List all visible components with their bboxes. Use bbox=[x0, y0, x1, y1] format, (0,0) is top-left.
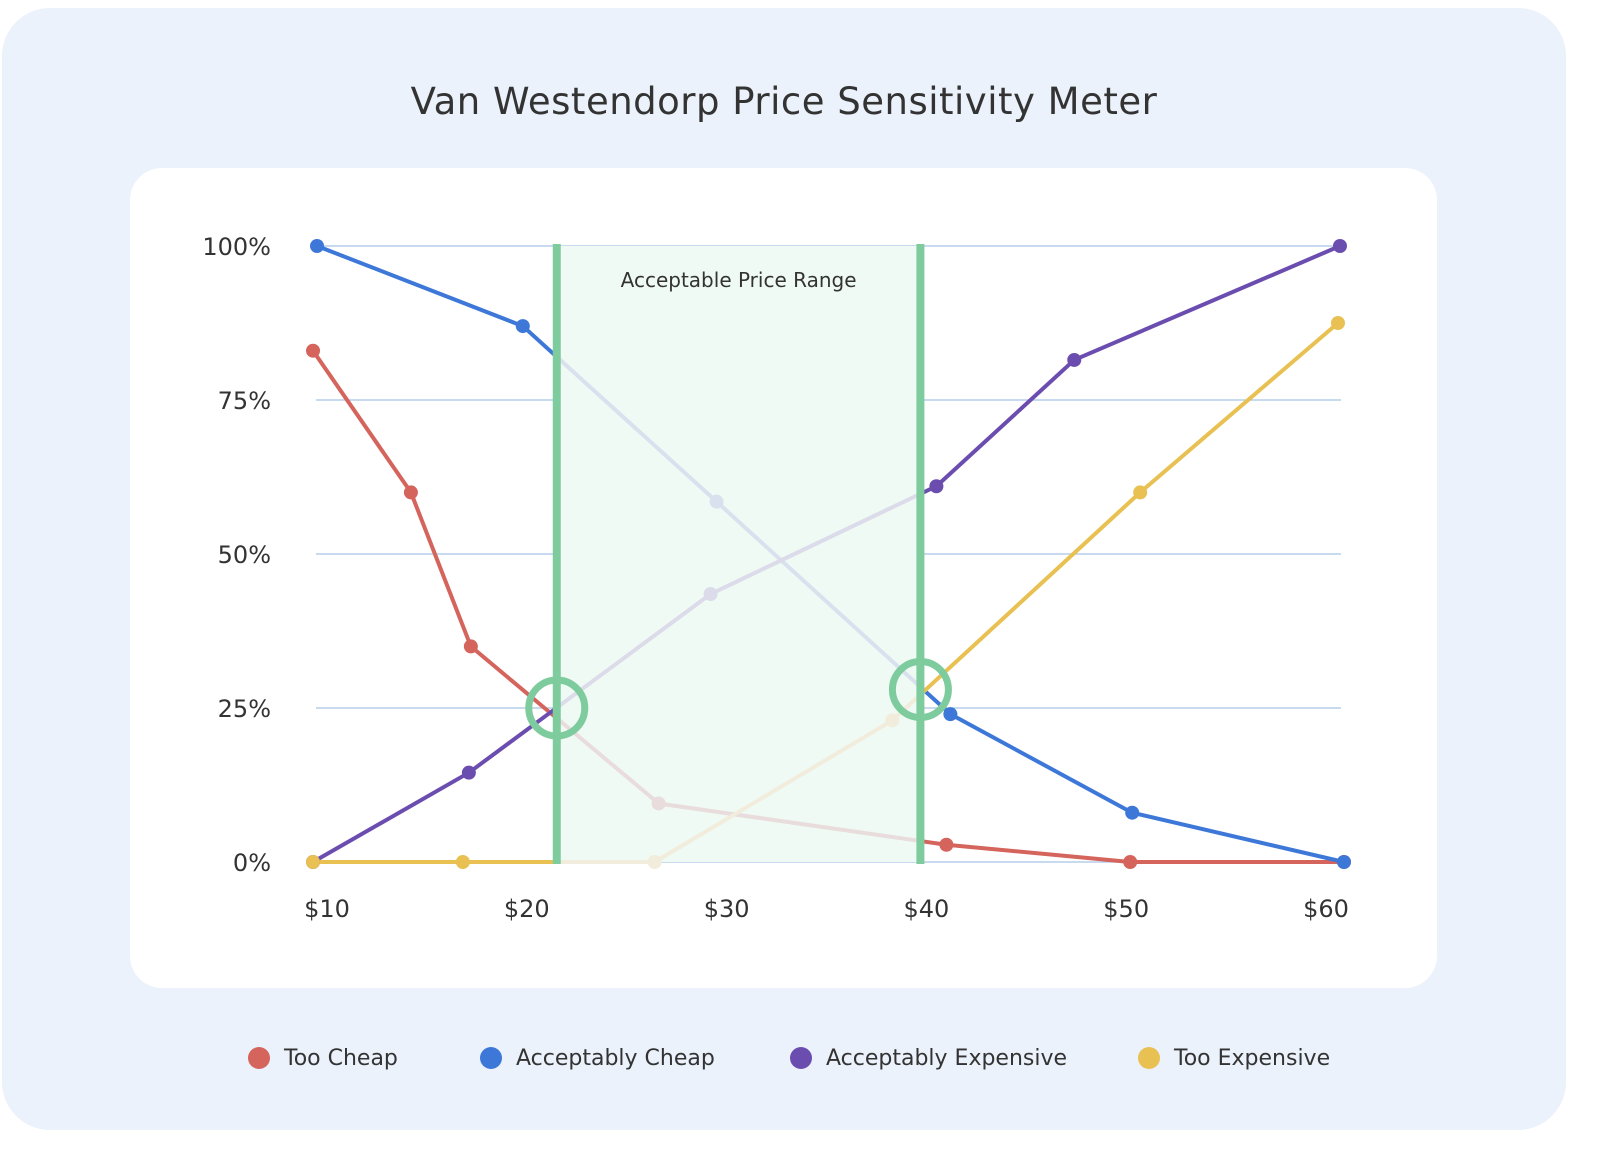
data-point bbox=[306, 855, 321, 869]
y-tick-label: 25% bbox=[218, 695, 271, 723]
x-tick-label: $20 bbox=[504, 895, 550, 923]
legend-label: Too Expensive bbox=[1174, 1045, 1331, 1071]
legend-item: Acceptably Cheap bbox=[480, 1040, 715, 1076]
legend-swatch bbox=[248, 1047, 270, 1069]
y-tick-label: 100% bbox=[202, 233, 271, 261]
data-point bbox=[463, 639, 478, 654]
data-point bbox=[461, 765, 476, 780]
legend: Too Cheap Acceptably Cheap Acceptably Expe… bbox=[0, 1040, 1568, 1080]
legend-swatch bbox=[1138, 1047, 1160, 1069]
data-point bbox=[310, 239, 325, 253]
intersection-ring bbox=[525, 676, 589, 740]
data-point bbox=[929, 479, 944, 494]
series-line bbox=[920, 684, 1345, 864]
data-point bbox=[1123, 855, 1138, 869]
x-tick-label: $30 bbox=[704, 895, 750, 923]
series-line bbox=[313, 860, 557, 864]
intersection-ring bbox=[888, 658, 952, 722]
legend-item: Too Expensive bbox=[1138, 1040, 1330, 1076]
x-tick-label: $50 bbox=[1103, 895, 1149, 923]
legend-label: Acceptably Expensive bbox=[826, 1045, 1068, 1071]
data-point bbox=[1336, 855, 1351, 869]
series-line bbox=[316, 244, 557, 360]
data-point bbox=[515, 319, 530, 334]
acceptable-range-label: Acceptable Price Range bbox=[621, 268, 857, 292]
x-tick-label: $10 bbox=[304, 895, 350, 923]
chart-title: Van Westendorp Price Sensitivity Meter bbox=[410, 80, 1158, 123]
data-point bbox=[1067, 352, 1082, 367]
series-line bbox=[920, 321, 1340, 698]
acceptable-range-band bbox=[556, 246, 921, 862]
range-boundary-line bbox=[916, 244, 925, 864]
data-point bbox=[885, 713, 900, 728]
series-line bbox=[312, 705, 557, 864]
legend-swatch bbox=[480, 1047, 502, 1069]
data-point bbox=[651, 796, 666, 811]
series-line-faded bbox=[556, 691, 921, 864]
data-point bbox=[939, 837, 954, 852]
series-line bbox=[920, 244, 1341, 497]
legend-label: Too Cheap bbox=[284, 1045, 398, 1071]
legend-item: Too Cheap bbox=[248, 1040, 398, 1076]
y-tick-label: 75% bbox=[218, 387, 271, 415]
y-tick-label: 0% bbox=[233, 849, 271, 877]
y-tick-label: 50% bbox=[218, 541, 271, 569]
legend-label: Acceptably Cheap bbox=[516, 1045, 715, 1071]
data-point bbox=[1133, 485, 1148, 500]
data-point bbox=[943, 707, 958, 722]
legend-item: Acceptably Expensive bbox=[790, 1040, 1067, 1076]
data-point bbox=[306, 343, 321, 358]
data-point bbox=[455, 855, 470, 869]
data-point bbox=[1330, 316, 1345, 330]
legend-swatch bbox=[790, 1047, 812, 1069]
data-point bbox=[709, 494, 724, 509]
data-point bbox=[1332, 239, 1347, 253]
data-point bbox=[647, 855, 662, 869]
data-point bbox=[1125, 805, 1140, 820]
range-boundary-line bbox=[552, 244, 561, 864]
series-line-faded bbox=[556, 491, 921, 711]
x-tick-label: $40 bbox=[903, 895, 949, 923]
x-tick-label: $60 bbox=[1303, 895, 1349, 923]
data-point bbox=[403, 485, 418, 500]
series-line-faded bbox=[556, 354, 921, 690]
data-point bbox=[703, 587, 718, 602]
